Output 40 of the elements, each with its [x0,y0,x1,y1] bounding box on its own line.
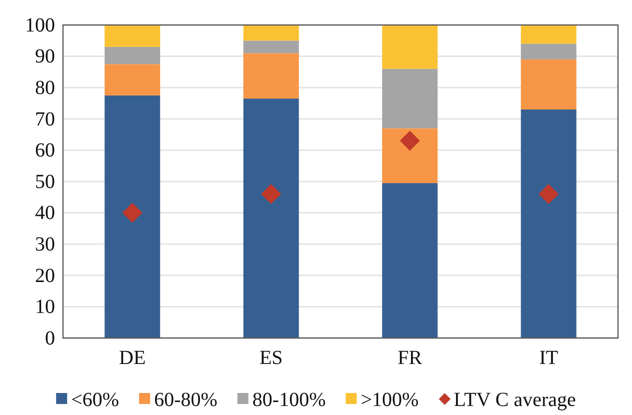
bar [243,40,299,54]
bar [104,25,160,47]
bar [382,128,438,184]
bar [243,53,299,99]
y-tick-label: 100 [25,14,55,36]
bar [243,25,299,41]
y-tick-label: 0 [45,327,55,350]
bar [243,98,299,338]
bar [520,25,576,44]
x-tick-label: FR [398,347,423,370]
point [261,184,282,204]
x-tick-label: ES [259,347,283,370]
bar [520,110,576,338]
bar [382,25,438,69]
y-tick-label: 60 [35,140,55,162]
y-tick-label: 10 [35,296,55,318]
legend-label: 60-80% [154,389,218,411]
y-tick-label: 30 [35,234,55,256]
point [122,202,142,223]
y-tick-label: 20 [35,264,55,287]
bar [520,44,576,60]
point [400,130,420,151]
y-tick-label: 90 [35,46,55,68]
y-tick-label: 70 [35,108,55,130]
y-tick-label: 80 [35,77,55,99]
y-tick-label: 40 [35,202,55,224]
x-tick-label: DE [119,347,146,370]
bar [104,46,160,64]
legend-label: >100% [360,389,419,411]
legend-label: LTV C average [454,389,576,411]
legend-label: 80-100% [252,389,326,411]
point [538,184,559,204]
legend-label: <60% [71,389,120,411]
bar [104,95,160,338]
bar [104,64,160,96]
y-tick-label: 50 [35,170,55,193]
x-tick-label: IT [539,347,558,370]
bar [382,183,438,338]
bar [382,68,438,128]
bar [520,59,576,110]
